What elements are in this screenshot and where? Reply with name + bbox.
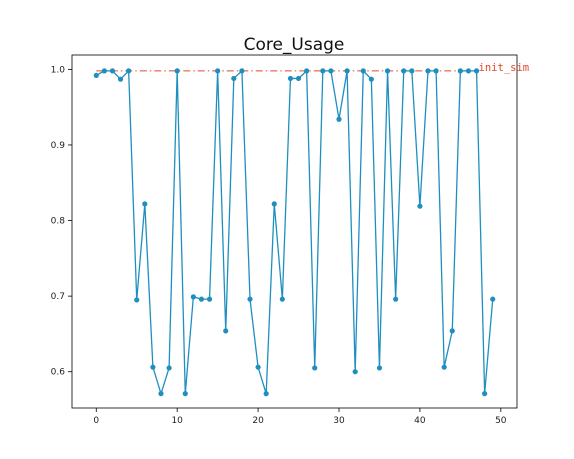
data-point xyxy=(255,364,261,370)
data-point xyxy=(320,68,326,74)
data-point xyxy=(109,68,116,74)
data-point xyxy=(231,75,237,82)
x-tick-label: 50 xyxy=(495,416,507,426)
y-tick-label: 0.9 xyxy=(51,141,66,151)
data-point xyxy=(449,328,455,334)
data-point xyxy=(482,391,488,397)
x-tick-label: 20 xyxy=(252,416,264,426)
data-point xyxy=(93,72,99,79)
data-point xyxy=(393,296,399,302)
x-tick-label: 40 xyxy=(414,416,426,426)
x-tick-label: 10 xyxy=(171,416,183,426)
data-point xyxy=(368,76,374,82)
data-point xyxy=(473,68,480,74)
data-point xyxy=(490,296,496,302)
data-point xyxy=(295,75,302,82)
data-point xyxy=(360,68,366,74)
data-point xyxy=(401,68,407,74)
reference-line-label: init_sim xyxy=(479,62,530,74)
data-point xyxy=(239,68,245,74)
data-point xyxy=(263,391,269,397)
data-point xyxy=(247,296,253,302)
data-point xyxy=(206,296,213,302)
data-point xyxy=(117,76,124,82)
data-point xyxy=(134,297,140,303)
data-point xyxy=(223,328,229,334)
data-point xyxy=(150,364,156,370)
data-point xyxy=(142,201,148,207)
data-point xyxy=(198,296,205,302)
chart-title: Core_Usage xyxy=(244,35,345,55)
data-point xyxy=(441,364,447,370)
data-point xyxy=(344,68,350,74)
series-group xyxy=(93,68,496,397)
data-point xyxy=(158,391,164,397)
x-tick-label: 0 xyxy=(93,416,99,426)
series-line xyxy=(95,70,494,395)
data-point xyxy=(352,369,358,375)
data-point xyxy=(328,68,334,74)
data-point xyxy=(271,201,277,207)
data-point xyxy=(182,391,188,397)
data-point xyxy=(312,365,318,371)
y-tick-label: 0.7 xyxy=(51,292,65,302)
data-point xyxy=(409,68,415,74)
data-point xyxy=(174,68,180,74)
data-point xyxy=(384,68,391,74)
y-tick-label: 1.0 xyxy=(51,65,66,75)
data-point xyxy=(425,68,431,74)
data-point xyxy=(126,68,132,74)
reference-line-group: init_sim xyxy=(96,62,529,74)
data-point xyxy=(336,116,342,122)
data-point xyxy=(166,365,172,371)
data-point xyxy=(433,68,439,74)
plot-area-frame xyxy=(71,54,518,409)
y-axis: 0.6 0.7 0.8 0.9 1.0 xyxy=(51,65,72,378)
y-tick-label: 0.8 xyxy=(51,217,66,227)
data-point xyxy=(215,68,221,74)
data-point xyxy=(417,203,423,209)
x-axis: 0 10 20 30 40 50 xyxy=(93,408,507,426)
data-point xyxy=(190,294,196,300)
data-point xyxy=(304,68,310,74)
data-point xyxy=(465,68,472,74)
data-point xyxy=(279,296,285,302)
data-point xyxy=(101,68,107,74)
data-point xyxy=(376,365,383,371)
data-point xyxy=(457,68,463,74)
data-point xyxy=(287,75,294,82)
x-tick-label: 30 xyxy=(333,416,345,426)
y-tick-label: 0.6 xyxy=(51,368,66,378)
